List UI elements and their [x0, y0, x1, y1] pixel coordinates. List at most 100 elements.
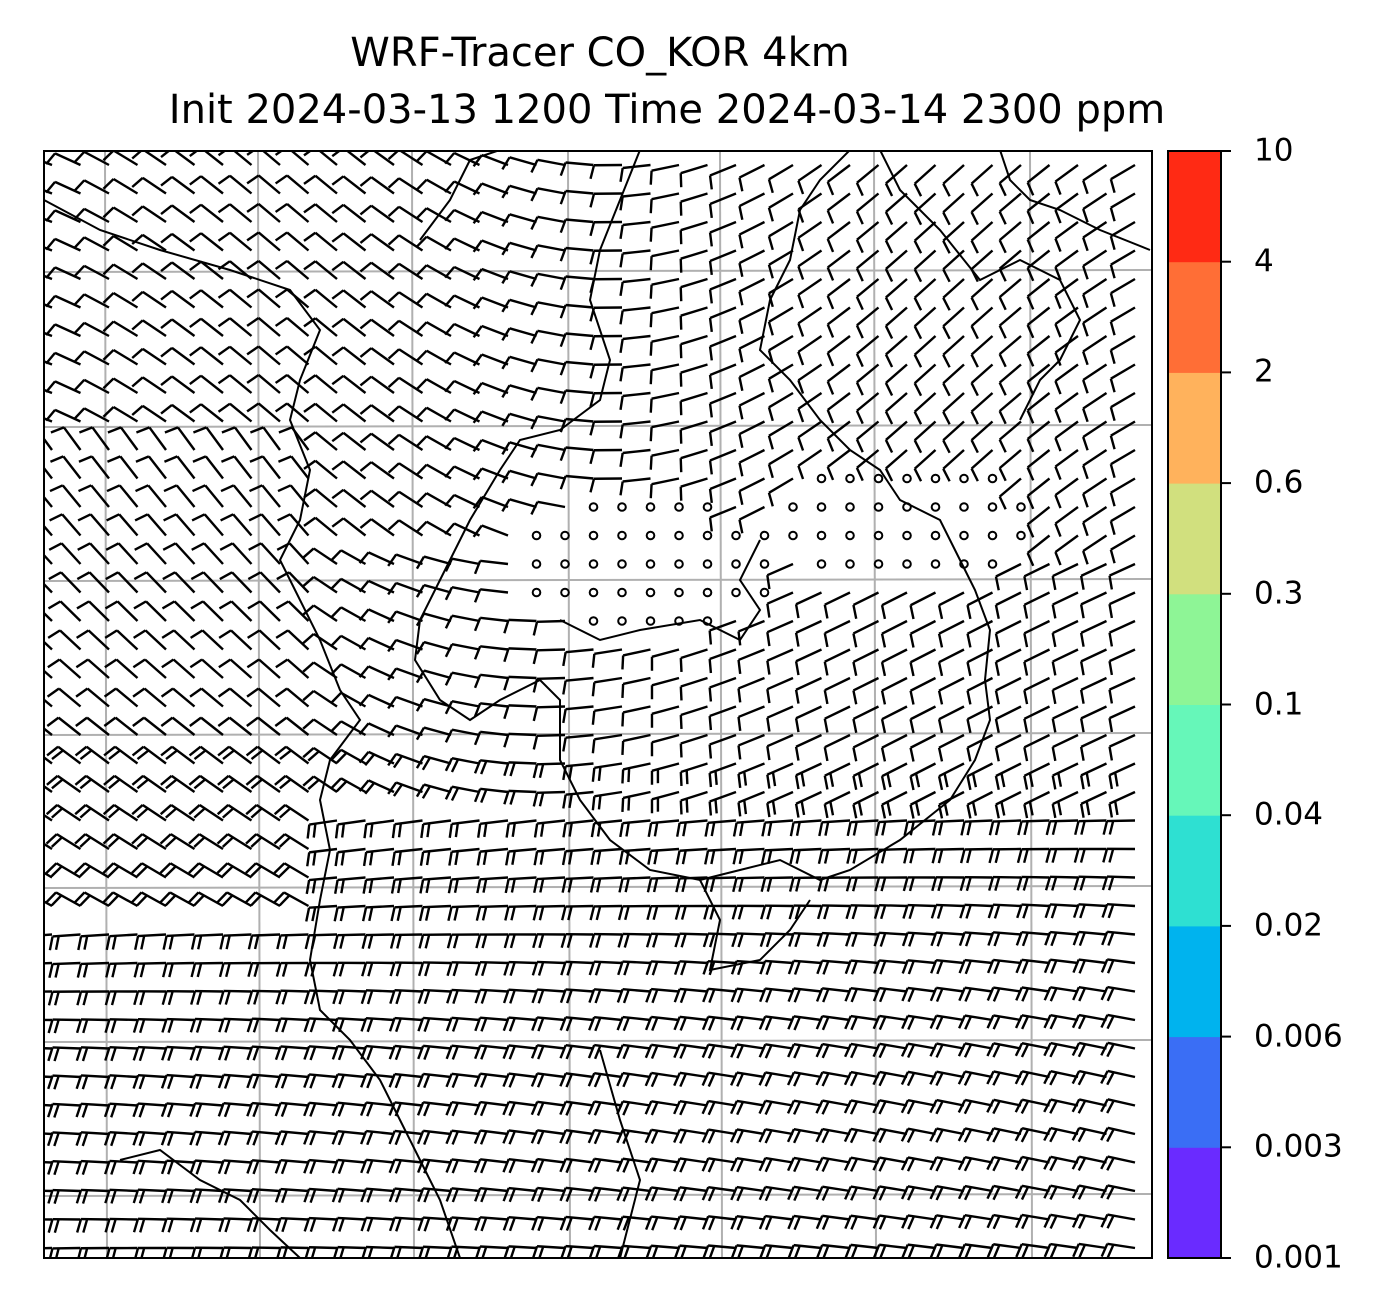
calm-wind-circle: [873, 559, 884, 569]
wind-barb: [360, 1044, 395, 1061]
wind-barb: [931, 847, 965, 864]
wind-barb: [503, 789, 537, 805]
wind-barb: [797, 306, 823, 337]
wind-barb: [855, 363, 880, 396]
wind-barb: [387, 319, 424, 338]
wind-barb: [1101, 875, 1136, 891]
wind-barb: [701, 1099, 737, 1116]
wind-barb: [1082, 249, 1108, 280]
wind-barb: [445, 1216, 480, 1232]
wind-barb: [960, 819, 993, 836]
wind-barb: [390, 904, 423, 922]
calm-wind-circle: [560, 530, 570, 541]
wind-barb: [618, 847, 651, 865]
colorbar-tick-label: 0.04: [1254, 796, 1324, 833]
wind-barb: [501, 156, 537, 170]
wind-barb: [649, 477, 680, 499]
wind-barb: [559, 303, 594, 319]
wind-barb: [102, 348, 139, 366]
wind-barb: [1023, 705, 1051, 733]
wind-barb: [44, 933, 53, 937]
wind-barb: [473, 702, 509, 717]
wind-barb: [73, 378, 110, 395]
wind-barb: [826, 221, 851, 253]
wind-barb: [619, 277, 651, 297]
wind-barb: [1100, 1041, 1136, 1058]
wind-barb: [1054, 420, 1079, 452]
wind-barb: [189, 289, 224, 309]
wind-barb: [44, 1132, 53, 1136]
wind-barb: [363, 819, 395, 839]
calm-wind-circle: [873, 502, 884, 512]
wind-barb: [649, 363, 680, 385]
wind-barb: [1082, 334, 1108, 366]
wind-barb: [1026, 164, 1051, 196]
wind-barb: [998, 164, 1022, 197]
wind-barb: [1017, 819, 1050, 836]
wind-barb: [220, 513, 253, 537]
wind-barb: [843, 1127, 879, 1144]
wind-barb: [588, 988, 623, 1004]
wind-barb: [501, 184, 537, 199]
wind-barb: [361, 904, 395, 922]
wind-barb: [986, 1127, 1022, 1143]
wind-barb: [1079, 676, 1108, 704]
calm-wind-circle: [902, 559, 912, 569]
wind-barb: [530, 358, 566, 373]
wind-barb: [331, 1101, 366, 1117]
wind-barb: [559, 1157, 594, 1174]
wind-barb: [855, 420, 880, 453]
wind-barb: [73, 236, 110, 252]
wind-barb: [387, 781, 423, 797]
wind-barb: [1082, 277, 1108, 309]
wind-barb: [826, 192, 851, 224]
wind-barb: [880, 648, 908, 677]
wind-barb: [387, 553, 423, 567]
wind-barb: [246, 1217, 281, 1233]
wind-barb: [45, 209, 81, 224]
wind-barb: [472, 438, 509, 453]
wind-barb: [132, 716, 167, 736]
wind-barb: [275, 658, 310, 679]
wind-barb: [1051, 648, 1079, 676]
wind-barb: [797, 363, 823, 394]
wind-barb: [303, 459, 338, 480]
wind-barb: [189, 1102, 224, 1118]
wind-barb: [361, 961, 395, 977]
wind-barb: [900, 1042, 936, 1058]
wind-barb: [970, 392, 994, 425]
calm-wind-circle: [560, 559, 570, 569]
wind-barb: [649, 420, 680, 442]
wind-barb: [816, 931, 851, 948]
wind-barb: [75, 1018, 110, 1034]
wind-barb: [900, 1127, 936, 1143]
calm-wind-circle: [759, 559, 770, 569]
wind-barb: [1014, 1098, 1050, 1114]
wind-barb: [359, 375, 395, 394]
wind-barb: [303, 1130, 338, 1146]
wind-barb: [388, 1072, 423, 1089]
wind-barb: [1072, 903, 1107, 919]
wind-barb: [219, 542, 253, 565]
wind-barb: [852, 619, 880, 648]
wind-barb: [619, 391, 651, 411]
wind-barb: [131, 803, 167, 822]
wind-barb: [587, 1186, 623, 1202]
wind-barb: [359, 318, 395, 337]
wind-barb: [855, 192, 880, 225]
wind-barb: [246, 1130, 281, 1146]
wind-barb: [246, 202, 281, 223]
wind-barb: [387, 291, 424, 309]
wind-barb: [815, 1156, 851, 1173]
wind-barb: [794, 705, 823, 733]
wind-barb: [966, 591, 994, 620]
wind-barb: [760, 904, 794, 920]
wind-barb: [75, 687, 110, 708]
wind-barb: [391, 847, 423, 867]
wind-barb: [702, 932, 737, 948]
wind-barb: [359, 404, 395, 423]
wind-barb: [1082, 192, 1108, 223]
wind-barb: [217, 317, 253, 337]
wind-barb: [621, 648, 651, 670]
wind-barb: [1054, 335, 1079, 367]
